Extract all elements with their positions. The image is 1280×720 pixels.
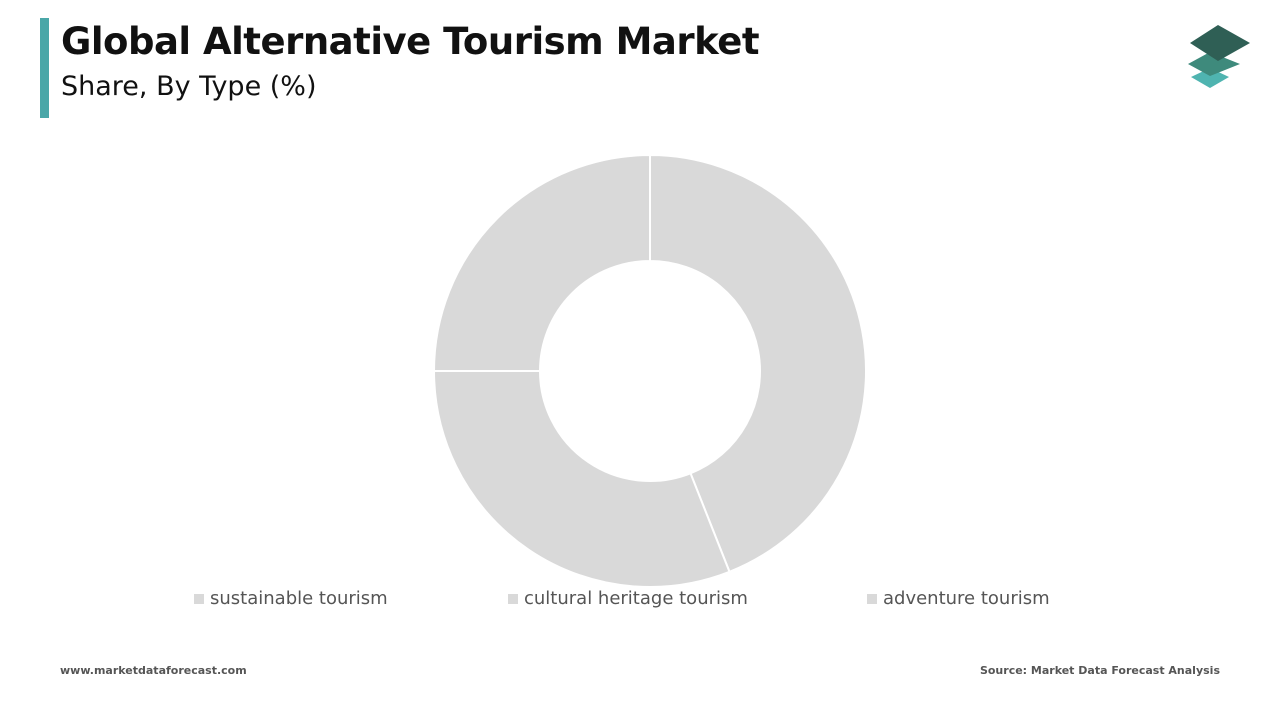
donut-slices [432,153,867,588]
logo-layer-bottom [1191,68,1229,88]
legend-label: sustainable tourism [210,588,388,609]
chart-legend: sustainable tourism cultural heritage tou… [0,588,1280,612]
legend-swatch [194,593,204,604]
legend-item: cultural heritage tourism [508,588,748,609]
title-block: Global Alternative Tourism Market Share,… [40,18,760,118]
legend-item: sustainable tourism [194,588,388,609]
legend-swatch [508,593,518,604]
donut-slice-adventure-tourism [432,153,651,372]
logo-layer-middle [1188,52,1240,76]
legend-swatch [867,593,877,604]
logo-layer-top [1190,25,1250,61]
legend-label: adventure tourism [883,588,1050,609]
stacked-layers-logo-icon [1188,25,1250,88]
page-title: Global Alternative Tourism Market [61,20,760,63]
donut-slice-sustainable-tourism [649,153,867,574]
footer-source: Source: Market Data Forecast Analysis [979,664,1220,677]
footer-website: www.marketdataforecast.com [60,664,247,677]
legend-label: cultural heritage tourism [524,588,748,609]
donut-slice-cultural-heritage-tourism [432,370,731,588]
page-subtitle: Share, By Type (%) [61,70,317,102]
legend-item: adventure tourism [867,588,1050,609]
